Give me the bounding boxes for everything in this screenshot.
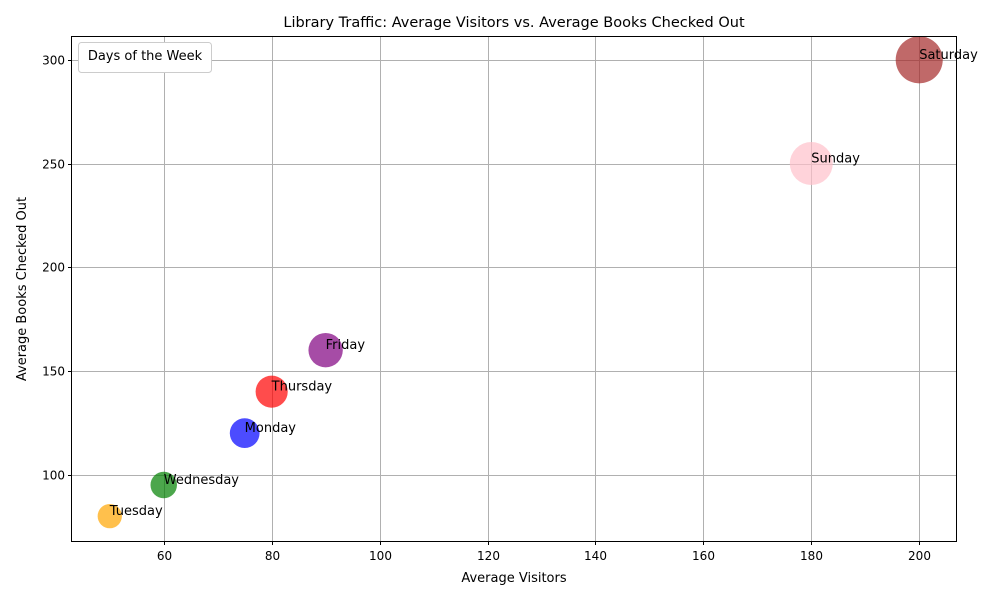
plot-frame [71, 36, 957, 542]
point-wednesday [150, 471, 177, 499]
x-tick-label: 180 [800, 549, 823, 563]
x-axis-label: Average Visitors [461, 571, 567, 586]
x-tick-label: 80 [265, 549, 280, 563]
x-tick-label: 100 [369, 549, 392, 563]
point-label-tuesday: Tuesday [109, 504, 163, 519]
point-saturday [895, 36, 943, 84]
point-label-monday: Monday [245, 421, 297, 436]
point-label-wednesday: Wednesday [164, 473, 240, 488]
y-tick-label: 100 [42, 469, 65, 483]
y-tick-label: 200 [42, 261, 65, 275]
legend: Days of the Week [78, 42, 212, 73]
point-labels: Monday Tuesday Wednesday Thursday Friday Satu… [109, 48, 978, 519]
x-tick-label: 160 [692, 549, 715, 563]
data-points [97, 36, 943, 529]
x-axis-ticks: 60 80 100 120 140 160 180 200 [157, 541, 931, 563]
point-label-sunday: Sunday [811, 152, 860, 167]
x-tick-label: 140 [584, 549, 607, 563]
point-monday [229, 418, 260, 449]
point-tuesday [97, 503, 122, 529]
y-tick-label: 300 [42, 54, 65, 68]
y-axis-label: Average Books Checked Out [15, 197, 30, 381]
y-axis-ticks: 100 150 200 250 300 [42, 54, 72, 483]
point-friday [308, 333, 343, 368]
grid [72, 37, 957, 541]
chart-title: Library Traffic: Average Visitors vs. Av… [283, 15, 745, 31]
legend-box [78, 42, 212, 73]
point-label-thursday: Thursday [271, 380, 333, 395]
y-tick-label: 250 [42, 158, 65, 172]
point-sunday [789, 142, 833, 185]
point-label-friday: Friday [326, 338, 366, 353]
point-label-saturday: Saturday [919, 48, 978, 63]
y-tick-label: 150 [42, 365, 65, 379]
x-tick-label: 120 [477, 549, 500, 563]
legend-title: Days of the Week [88, 49, 203, 64]
point-thursday [255, 375, 288, 408]
x-tick-label: 60 [157, 549, 172, 563]
x-tick-label: 200 [908, 549, 931, 563]
